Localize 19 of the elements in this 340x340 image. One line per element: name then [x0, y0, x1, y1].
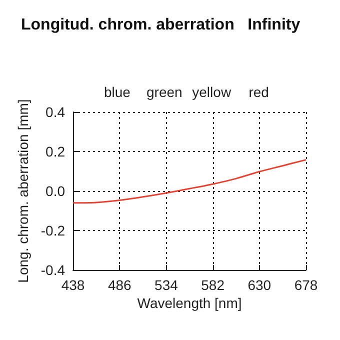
x-axis-title: Wavelength [nm] — [137, 295, 242, 311]
text: green — [146, 84, 182, 100]
x-tick-label: 438 — [61, 277, 85, 293]
x-tick-label: 582 — [201, 277, 225, 293]
y-tick-label: 0.0 — [46, 183, 66, 199]
y-tick-label: 0.2 — [46, 144, 66, 160]
y-tick-label: -0.2 — [40, 222, 66, 238]
x-tick-label: 630 — [248, 277, 272, 293]
text: yellow — [192, 84, 232, 100]
chart-title: Longitud. chrom. aberration Infinity — [21, 16, 300, 34]
line-series — [72, 159, 307, 204]
x-tick-label: 534 — [154, 277, 178, 293]
x-tick-label: 678 — [294, 277, 318, 293]
text: blue — [104, 84, 131, 100]
y-tick-label: -0.4 — [40, 262, 66, 278]
y-axis-title: Long. chrom. aberration [mm] — [15, 99, 31, 283]
y-tick-label: 0.4 — [46, 104, 66, 120]
text: red — [248, 84, 269, 100]
x-tick-label: 486 — [108, 277, 132, 293]
